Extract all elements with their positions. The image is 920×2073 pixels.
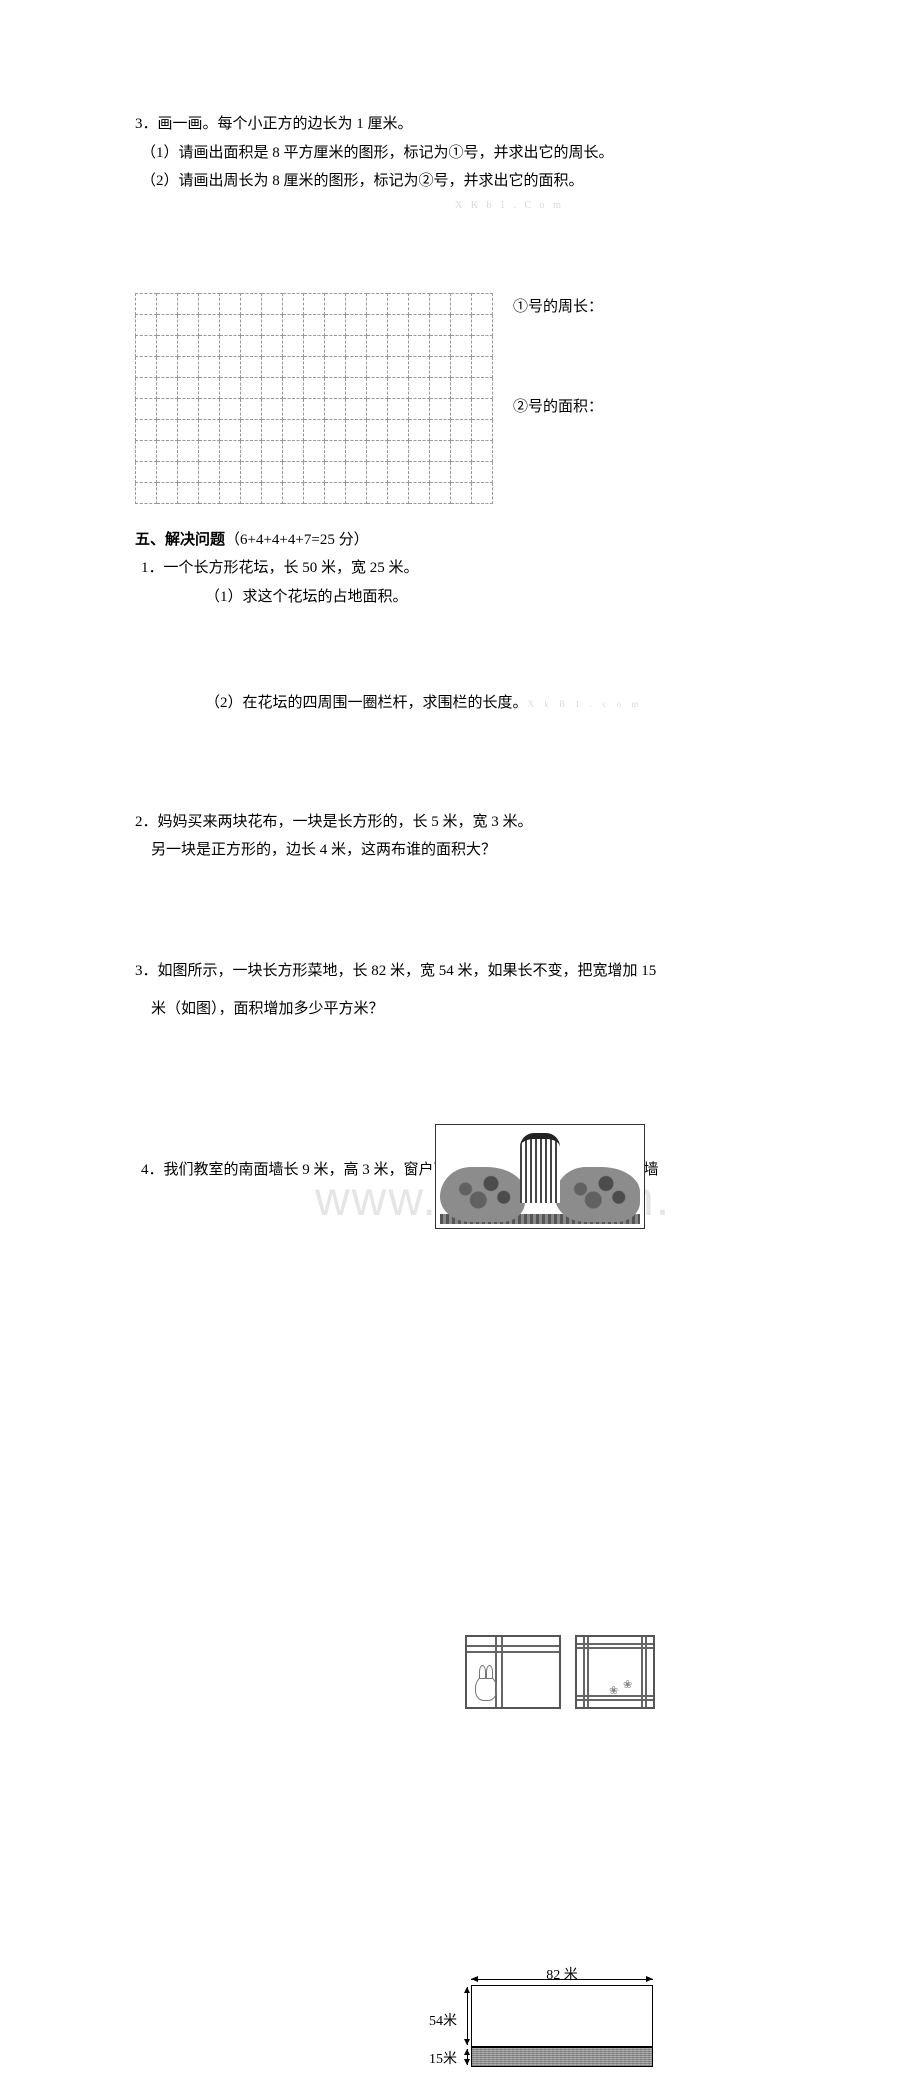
section5-heading-line: 五、解决问题（6+4+4+4+7=25 分） <box>135 526 785 555</box>
flowerbed-illustration <box>435 1124 645 1229</box>
problem-3: 3．如图所示，一块长方形菜地，长 82 米，宽 54 米，如果长不变，把宽增加 … <box>135 957 785 1024</box>
watermark-small-2: X k B 1 . c o m <box>528 699 643 709</box>
p1-title: 1．一个长方形花坛，长 50 米，宽 25 米。 <box>135 554 785 583</box>
problem-1: 1．一个长方形花坛，长 50 米，宽 25 米。 （1）求这个花坛的占地面积。 … <box>135 554 785 718</box>
label-perimeter-1: ①号的周长： <box>513 293 603 322</box>
q3-title: 3．画一画。每个小正方的边长为 1 厘米。 <box>135 110 785 139</box>
p1-title-text: 一个长方形花坛，长 50 米，宽 25 米。 <box>164 560 419 576</box>
label-area-2: ②号的面积： <box>513 393 603 422</box>
cloth-illustrations <box>465 1635 655 1709</box>
p2-line2: 另一块是正方形的，边长 4 米，这两布谁的面积大？ <box>135 836 785 865</box>
p3-label-54: 54米 <box>429 2009 457 2036</box>
p1-sub1: （1）求这个花坛的占地面积。 <box>135 583 785 612</box>
cloth-rectangle <box>465 1635 561 1709</box>
p1-num: 1． <box>141 560 164 576</box>
section5-heading: 五、解决问题 <box>135 531 225 548</box>
grid-area: ①号的周长： ②号的面积： <box>135 293 785 504</box>
q3-sub1: （1）请画出面积是 8 平方厘米的图形，标记为①号，并求出它的周长。 <box>135 139 785 168</box>
q3-num: 3． <box>135 116 158 132</box>
grid-side-labels: ①号的周长： ②号的面积： <box>513 293 603 422</box>
section5-points: （6+4+4+4+7=25 分） <box>225 532 369 548</box>
q3-title-text: 画一画。每个小正方的边长为 1 厘米。 <box>158 116 413 132</box>
p1-sub2: （2）在花坛的四周围一圈栏杆，求围栏的长度。 <box>205 695 528 711</box>
drawing-grid <box>135 293 493 504</box>
p3-line2: 米（如图），面积增加多少平方米？ <box>135 995 785 1024</box>
q3-sub2: （2）请画出周长为 8 厘米的图形，标记为②号，并求出它的面积。 <box>135 167 785 196</box>
watermark-small-1: X K b 1 . C o m <box>455 196 785 215</box>
p2-line1: 2．妈妈买来两块花布，一块是长方形的，长 5 米，宽 3 米。 <box>135 808 785 837</box>
p3-line1: 3．如图所示，一块长方形菜地，长 82 米，宽 54 米，如果长不变，把宽增加 … <box>135 957 785 986</box>
p3-label-15: 15米 <box>429 2047 457 2073</box>
problem-2: 2．妈妈买来两块花布，一块是长方形的，长 5 米，宽 3 米。 另一块是正方形的… <box>135 808 785 865</box>
cloth-square <box>575 1635 655 1709</box>
p1-sub2-line: （2）在花坛的四周围一圈栏杆，求围栏的长度。X k B 1 . c o m <box>135 689 785 718</box>
